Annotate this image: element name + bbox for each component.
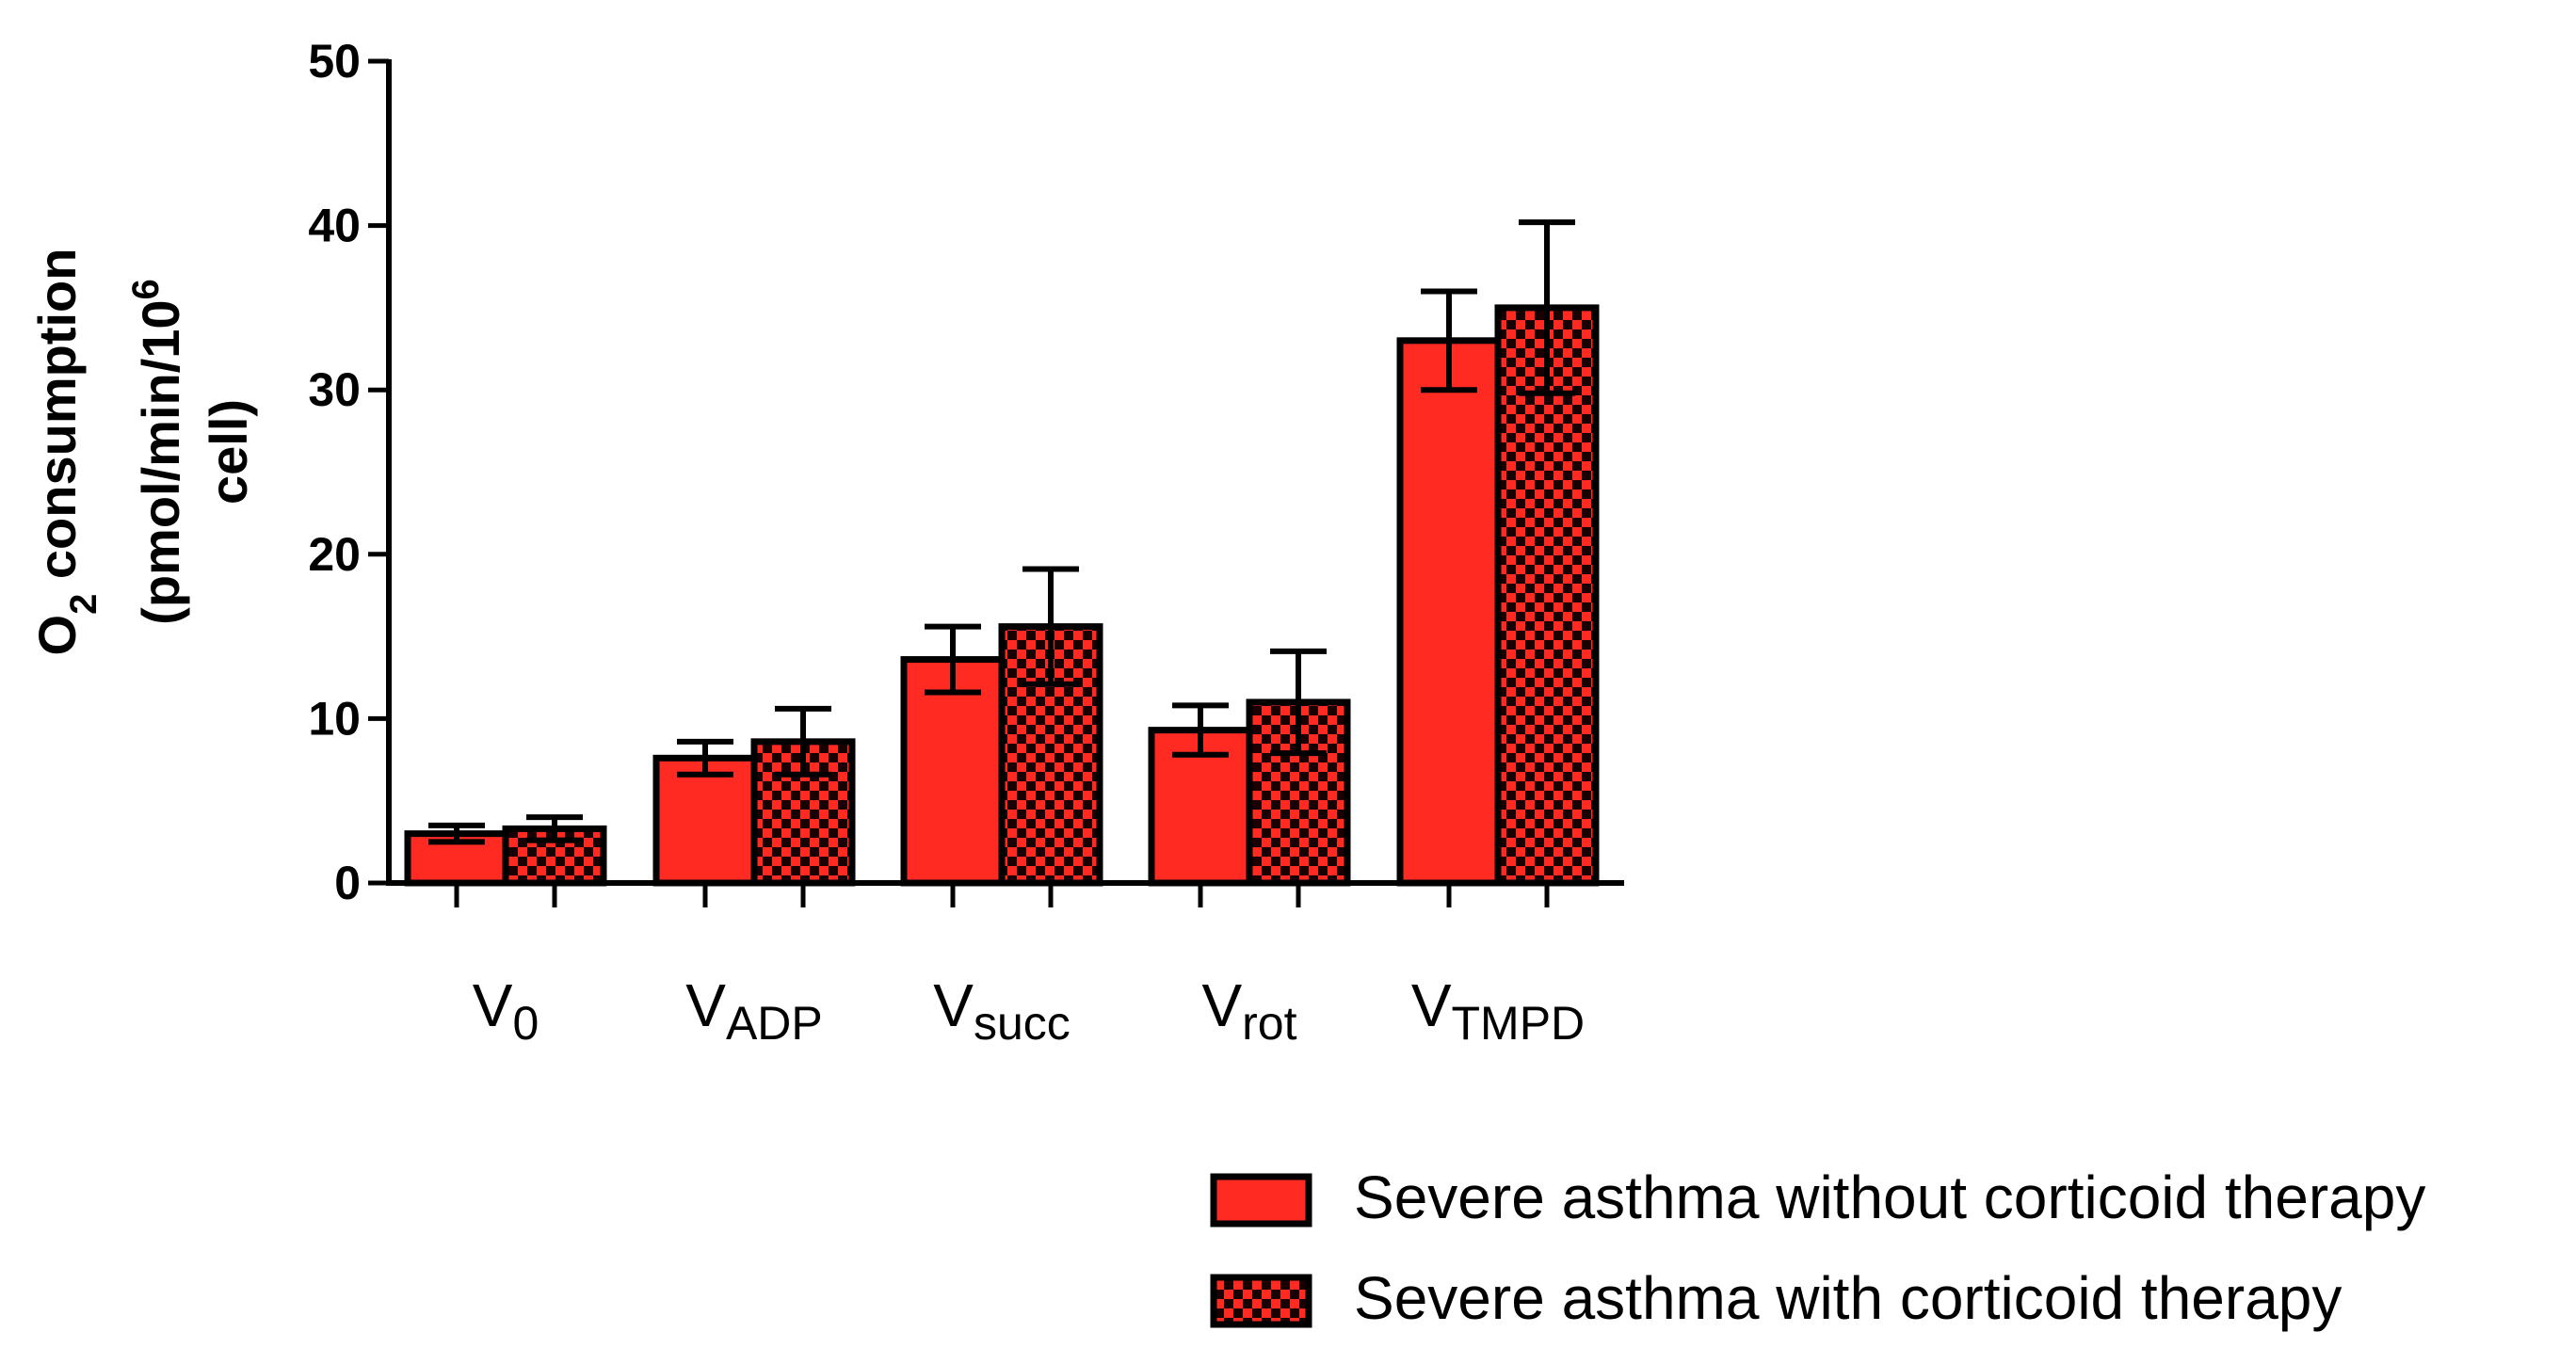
x-category-label: Vsucc	[933, 971, 1071, 1050]
legend-swatch-with-corticoid	[1210, 1274, 1312, 1328]
y-tick-label: 0	[334, 857, 361, 909]
legend-label-with-corticoid: Severe asthma with corticoid therapy	[1354, 1264, 2342, 1332]
x-category-label: Vrot	[1201, 971, 1296, 1050]
bar-without-corticoid	[1396, 337, 1502, 887]
x-category-label: VTMPD	[1411, 971, 1585, 1050]
y-tick-label: 40	[308, 200, 361, 252]
legend-label-without-corticoid: Severe asthma without corticoid therapy	[1354, 1163, 2425, 1231]
y-tick-label: 10	[308, 692, 361, 745]
x-category-label: V0	[473, 971, 539, 1050]
y-axis-title-line3: cell)	[199, 399, 258, 505]
bar-with-corticoid	[1494, 304, 1600, 887]
x-category-label: VADP	[685, 971, 823, 1050]
y-axis-title-line1: O2 consumption	[27, 249, 105, 656]
y-axis-title-line2: (pmol/min/106	[125, 279, 190, 625]
y-tick-label: 50	[308, 35, 361, 88]
y-tick-label: 20	[308, 528, 361, 581]
y-tick-label: 30	[308, 363, 361, 416]
legend-swatch-without-corticoid	[1210, 1173, 1312, 1228]
